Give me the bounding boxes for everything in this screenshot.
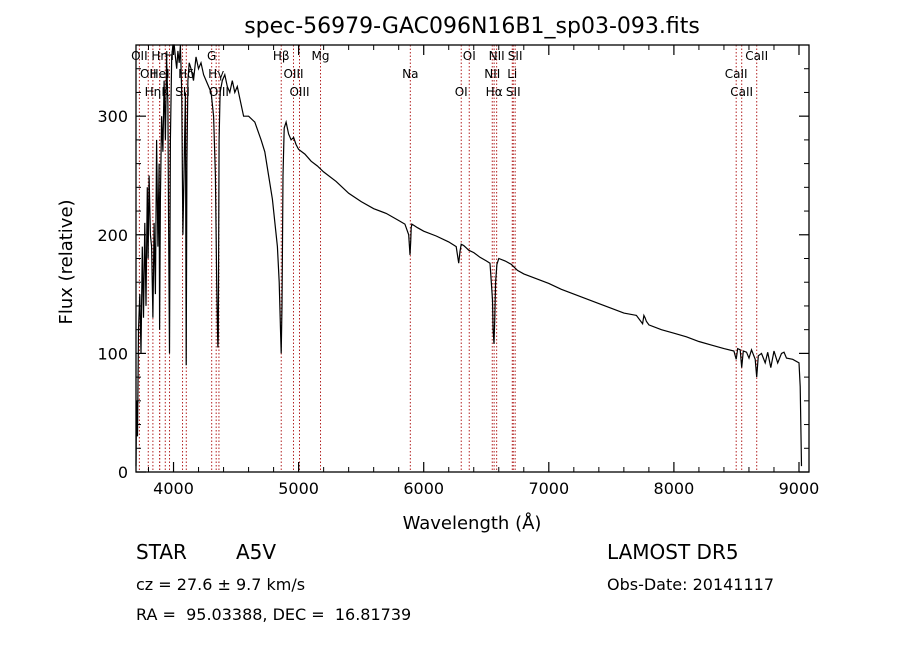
y-tick-label: 100 (97, 344, 128, 363)
line-marker-label: OII (131, 49, 148, 63)
line-marker-label: G (207, 49, 216, 63)
line-marker-label: OIII (209, 85, 229, 99)
observation-date: Obs-Date: 20141117 (607, 575, 775, 594)
line-marker-label: Hβ (273, 49, 290, 63)
x-tick-label: 7000 (528, 479, 569, 498)
line-marker-label: Na (402, 67, 418, 81)
x-axis: 4000 5000 6000 7000 8000 9000 (148, 45, 820, 498)
line-marker-label: H (165, 49, 174, 63)
spectral-subclass: A5V (236, 540, 277, 564)
line-marker-label: Hη (145, 85, 162, 99)
x-tick-label: 5000 (278, 479, 319, 498)
y-axis: 0 100 200 300 (97, 68, 809, 482)
spectrum-line (135, 44, 803, 467)
line-marker-label: CaII (730, 85, 753, 99)
line-marker-label: SII (508, 49, 523, 63)
emission-line-markers (138, 45, 758, 472)
x-tick-label: 9000 (779, 479, 820, 498)
y-tick-label: 0 (118, 463, 128, 482)
line-marker-label: CaII (725, 67, 748, 81)
line-marker-label: SII (506, 85, 521, 99)
line-marker-label: HeI (150, 67, 170, 81)
survey-release: LAMOST DR5 (607, 540, 739, 564)
line-marker-label: OII (140, 67, 157, 81)
line-marker-label: Li (507, 67, 517, 81)
emission-line-labels: OIIOIIHηHηHeIKHHδSIIGHγOIIIHβOIIIOIIIMgN… (131, 49, 768, 99)
line-marker-label: Hδ (178, 67, 194, 81)
y-tick-label: 300 (97, 107, 128, 126)
y-tick-label: 200 (97, 226, 128, 245)
line-marker-label: Hα (486, 85, 503, 99)
line-marker-label: Mg (312, 49, 330, 63)
y-axis-label: Flux (relative) (56, 199, 77, 324)
chart-title: spec-56979-GAC096N16B1_sp03-093.fits (244, 14, 700, 39)
object-class: STAR (136, 540, 187, 564)
line-marker-label: OI (455, 85, 468, 99)
redshift-value: cz = 27.6 ± 9.7 km/s (136, 575, 306, 594)
line-marker-label: OIII (289, 85, 309, 99)
line-marker-label: Hγ (208, 67, 224, 81)
x-axis-label: Wavelength (Å) (403, 512, 542, 534)
line-marker-label: NII (484, 67, 500, 81)
line-marker-label: CaII (745, 49, 768, 63)
line-marker-label: NII (489, 49, 505, 63)
line-marker-label: OI (463, 49, 476, 63)
x-tick-label: 8000 (654, 479, 695, 498)
line-marker-label: SII (175, 85, 190, 99)
x-tick-label: 6000 (403, 479, 444, 498)
coordinates: RA = 95.03388, DEC = 16.81739 (136, 605, 412, 624)
x-tick-label: 4000 (153, 479, 194, 498)
line-marker-label: OIII (283, 67, 303, 81)
line-marker-label: Hη (151, 49, 168, 63)
plot-frame (135, 44, 810, 473)
